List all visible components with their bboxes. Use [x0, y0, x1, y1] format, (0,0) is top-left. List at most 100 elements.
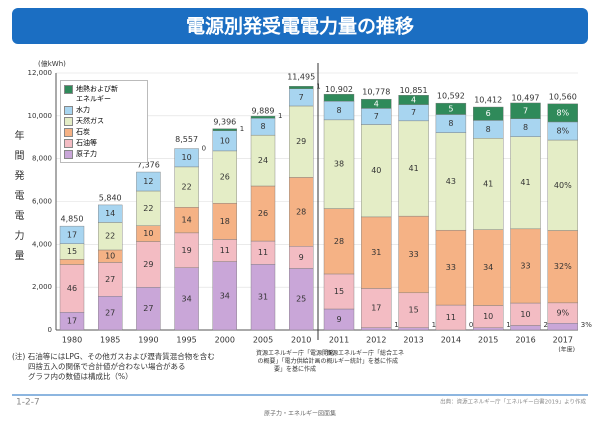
- bar-segment: [97, 222, 123, 251]
- x-tick-label: 1985: [100, 336, 120, 345]
- y-tick-label: 0: [48, 326, 52, 334]
- bar-segment: [59, 225, 85, 244]
- value-label: 1: [394, 321, 398, 329]
- bar-segment: [136, 190, 161, 226]
- x-tick-label: 1980: [62, 336, 82, 345]
- value-label: 41: [520, 178, 530, 187]
- value-label: 1: [316, 82, 320, 90]
- y-axis-title: 年間発電電力量: [12, 129, 24, 270]
- value-label: 1: [278, 112, 282, 120]
- value-label: 6: [486, 109, 491, 118]
- bar-segment: [435, 304, 467, 331]
- value-label: 15: [334, 287, 344, 296]
- legend-swatch: [64, 150, 73, 159]
- bar-segment: [435, 102, 467, 115]
- value-label: 11: [446, 313, 456, 322]
- legend-label: 天然ガス: [76, 117, 104, 125]
- bar-segment: [289, 105, 314, 178]
- bar-segment: [398, 120, 429, 217]
- value-label: 33: [446, 263, 456, 272]
- bar-segment: [174, 232, 199, 268]
- bar-segment: [510, 228, 541, 304]
- value-label: 28: [334, 237, 344, 246]
- bar-segment: [473, 106, 504, 121]
- value-label: 10: [220, 136, 230, 145]
- value-label: 11: [220, 246, 230, 255]
- value-label: 25: [296, 295, 306, 304]
- value-label: 18: [220, 217, 230, 226]
- value-label: 24: [258, 156, 268, 165]
- y-tick-label: 6,000: [32, 198, 52, 206]
- x-tick-label: 2016: [515, 336, 535, 345]
- value-label: 0: [202, 145, 206, 153]
- bar-segment: [473, 138, 504, 230]
- bar-segment: [361, 124, 392, 218]
- legend-swatch: [64, 139, 73, 148]
- bar-segment: [136, 241, 161, 288]
- value-label: 31: [258, 293, 268, 302]
- source-note: 資源エネルギー庁「電源開発の概要」「電力供給計画の概要」を基に作成: [255, 350, 334, 373]
- x-unit: (年度): [558, 346, 575, 354]
- value-label: 31: [371, 248, 381, 257]
- bar-segment: [174, 166, 199, 208]
- source-note: 資源エネルギー庁「総合エネルギー統計」を基に作成: [325, 350, 404, 365]
- note: (注) 石油等にはLPG、その他ガスおよび瀝青質混合物を含む: [12, 352, 215, 361]
- x-tick-label: 2015: [478, 336, 498, 345]
- value-label: 8%: [556, 108, 569, 117]
- total-label: 11,495: [287, 72, 315, 81]
- bar-segment: [510, 102, 541, 119]
- total-label: 10,560: [549, 92, 577, 101]
- value-label: 3%: [581, 321, 592, 329]
- value-label: 17: [67, 230, 77, 239]
- bar-segment: [97, 204, 123, 223]
- y-tick-label: 8,000: [32, 155, 52, 163]
- value-label: 38: [334, 160, 344, 169]
- value-label: 41: [483, 179, 493, 188]
- x-tick-label: 2011: [329, 336, 349, 345]
- value-label: 1: [240, 125, 244, 133]
- bar-segment: [174, 148, 199, 168]
- value-label: 10: [105, 252, 115, 261]
- x-tick-label: 2000: [215, 336, 235, 345]
- bar-segment: [361, 98, 392, 109]
- value-label: 8: [336, 106, 341, 115]
- bar-segment: [323, 119, 355, 209]
- total-label: 4,850: [61, 215, 84, 224]
- bar-segment: [547, 103, 578, 123]
- bar-segment: [510, 325, 541, 331]
- value-label: 33: [409, 250, 419, 259]
- value-label: 4: [411, 95, 416, 104]
- y-unit: (億kWh): [38, 59, 66, 68]
- legend-item: 原子力: [64, 149, 144, 159]
- legend-item: 水力: [64, 105, 144, 115]
- bar-segment: [398, 327, 429, 331]
- value-label: 17: [67, 317, 77, 326]
- legend: 地熱および新エネルギー 水力 天然ガス 石炭 石油等 原子力: [60, 80, 148, 163]
- value-label: 34: [220, 291, 230, 300]
- total-label: 10,778: [362, 88, 390, 97]
- value-label: 15: [67, 247, 77, 256]
- value-label: 10: [182, 153, 192, 162]
- value-label: 10: [483, 312, 493, 321]
- legend-item: 地熱および新エネルギー: [64, 84, 144, 104]
- value-label: 4: [374, 99, 379, 108]
- legend-item: 天然ガス: [64, 116, 144, 126]
- value-label: 22: [105, 232, 115, 241]
- value-label: 10: [520, 310, 530, 319]
- value-label: 27: [143, 304, 153, 313]
- y-tick-label: 4,000: [32, 240, 52, 248]
- value-label: 26: [258, 209, 268, 218]
- x-tick-label: 2005: [253, 336, 273, 345]
- value-label: 9: [299, 253, 304, 262]
- footer-caption: 原子力・エネルギー図面集: [264, 410, 336, 418]
- total-label: 10,902: [325, 85, 353, 94]
- bar-segment: [547, 323, 578, 331]
- value-label: 8: [260, 122, 265, 131]
- bar-segment: [250, 264, 276, 331]
- value-label: 8%: [556, 126, 569, 135]
- legend-label: 原子力: [76, 150, 97, 158]
- value-label: 17: [371, 304, 381, 313]
- value-label: 29: [143, 260, 153, 269]
- legend-label: 水力: [76, 106, 90, 114]
- value-label: 14: [182, 216, 192, 225]
